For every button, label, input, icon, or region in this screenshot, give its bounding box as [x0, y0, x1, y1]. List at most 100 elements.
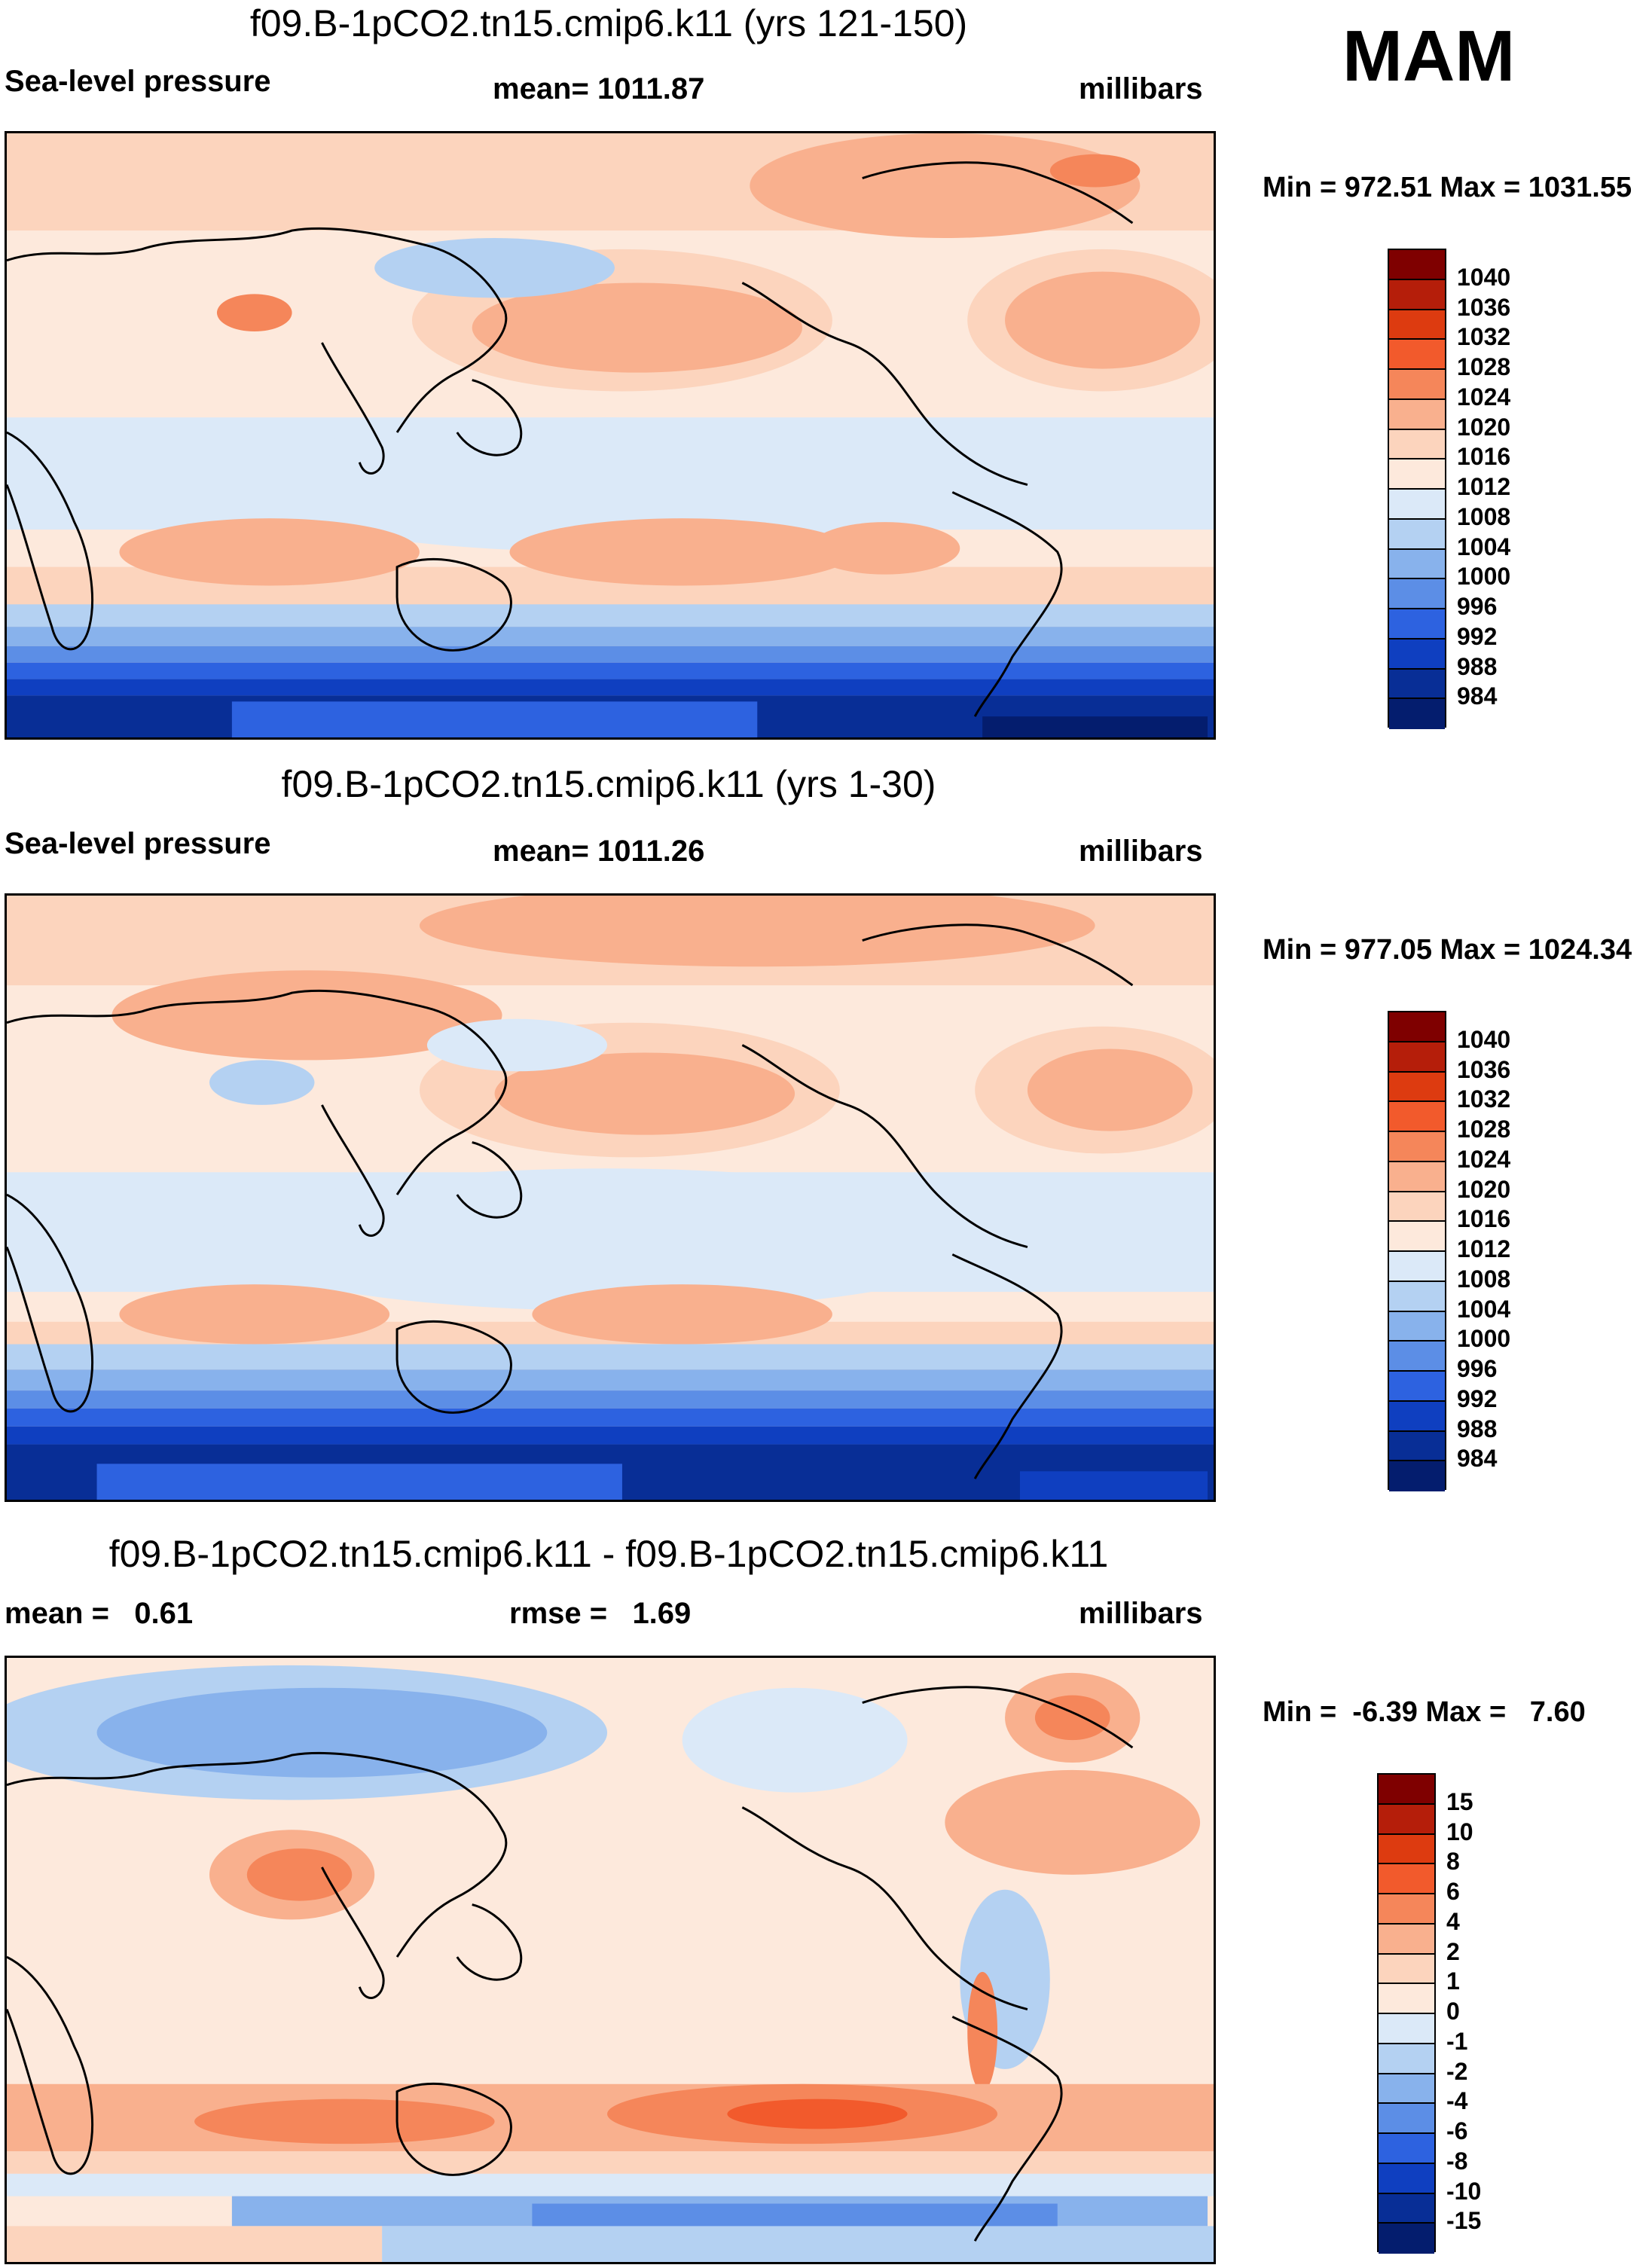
colorbar-tick-label: 1040: [1457, 1025, 1511, 1053]
colorbar-swatch: [1389, 699, 1445, 729]
colorbar-swatch: [1389, 1372, 1445, 1402]
colorbar-tick-label: 1024: [1457, 1145, 1511, 1173]
colorbar-swatch: [1389, 459, 1445, 490]
colorbar-tick-label: -6: [1446, 2117, 1468, 2144]
colorbar-swatch: [1389, 1042, 1445, 1073]
colorbar-swatch: [1379, 2044, 1434, 2074]
panel-2-colorbar-swatches: [1389, 1012, 1445, 1491]
colorbar-swatch: [1379, 1804, 1434, 1835]
colorbar-swatch: [1389, 1132, 1445, 1162]
colorbar-swatch: [1389, 1281, 1445, 1312]
colorbar-tick-label: 1016: [1457, 1205, 1511, 1233]
colorbar-swatch: [1389, 1192, 1445, 1223]
colorbar-tick-label: 8: [1446, 1848, 1460, 1876]
colorbar-swatch: [1379, 1864, 1434, 1894]
colorbar-swatch: [1379, 2134, 1434, 2164]
colorbar-tick-label: 1012: [1457, 473, 1511, 500]
panel-1-units-label: millibars: [1079, 72, 1203, 105]
colorbar-swatch: [1379, 2163, 1434, 2194]
colorbar-tick-label: 996: [1457, 593, 1498, 620]
colorbar-tick-label: -4: [1446, 2087, 1468, 2115]
colorbar-tick-label: 992: [1457, 1384, 1498, 1412]
colorbar-tick-label: 1008: [1457, 502, 1511, 530]
colorbar-swatch: [1389, 1401, 1445, 1432]
colorbar-swatch: [1389, 250, 1445, 280]
panel-2-units-label: millibars: [1079, 835, 1203, 868]
colorbar-swatch: [1389, 310, 1445, 340]
colorbar-tick-label: 0: [1446, 1998, 1460, 2025]
panel-3-units-label: millibars: [1079, 1597, 1203, 1630]
colorbar-tick-label: 1024: [1457, 383, 1511, 411]
colorbar-tick-label: 1004: [1457, 533, 1511, 560]
panel-1-minmax: Min = 972.51 Max = 1031.55: [1263, 172, 1632, 203]
colorbar-swatch: [1379, 2193, 1434, 2224]
colorbar-tick-label: 1008: [1457, 1265, 1511, 1293]
colorbar-tick-label: 988: [1457, 1415, 1498, 1442]
panel-2-variable-label: Sea-level pressure: [5, 827, 271, 860]
panel-2-map: [5, 893, 1216, 1502]
colorbar-swatch: [1389, 1461, 1445, 1491]
colorbar-swatch: [1389, 490, 1445, 520]
panel-3-mean-label: mean = 0.61: [5, 1597, 194, 1630]
panel-3-colorbar-swatches: [1379, 1775, 1434, 2254]
colorbar-swatch: [1389, 609, 1445, 639]
colorbar-swatch: [1389, 669, 1445, 700]
colorbar-tick-label: 1016: [1457, 443, 1511, 471]
colorbar-tick-label: 4: [1446, 1907, 1460, 1935]
colorbar-tick-label: 10: [1446, 1818, 1473, 1845]
colorbar-swatch: [1389, 1222, 1445, 1252]
colorbar-tick-label: 1020: [1457, 413, 1511, 441]
colorbar-tick-label: 1032: [1457, 323, 1511, 351]
colorbar-tick-label: 1020: [1457, 1175, 1511, 1203]
colorbar-swatch: [1379, 1834, 1434, 1865]
panel-3-rmse-label: rmse = 1.69: [509, 1597, 692, 1630]
colorbar-swatch: [1389, 1431, 1445, 1462]
panel-3-map: [5, 1656, 1216, 2264]
colorbar-swatch: [1389, 1102, 1445, 1132]
panel-1-title: f09.B-1pCO2.tn15.cmip6.k11 (yrs 121-150): [249, 2, 968, 44]
colorbar-swatch: [1379, 1924, 1434, 1955]
panel-1-colorbar-swatches: [1389, 250, 1445, 729]
colorbar-tick-label: -2: [1446, 2057, 1468, 2085]
panel-1-colorbar: [1388, 249, 1446, 729]
colorbar-tick-label: 984: [1457, 682, 1498, 710]
colorbar-swatch: [1389, 549, 1445, 580]
colorbar-tick-label: 6: [1446, 1878, 1460, 1905]
colorbar-swatch: [1389, 1072, 1445, 1103]
colorbar-tick-label: 1004: [1457, 1295, 1511, 1323]
season-label: MAM: [1342, 16, 1516, 96]
panel-1-map: [5, 131, 1216, 740]
colorbar-tick-label: 988: [1457, 652, 1498, 680]
colorbar-swatch: [1379, 2104, 1434, 2134]
panel-2-contour-field: [7, 896, 1214, 1500]
colorbar-tick-label: 1028: [1457, 353, 1511, 380]
colorbar-tick-label: 996: [1457, 1355, 1498, 1382]
colorbar-swatch: [1379, 1894, 1434, 1925]
colorbar-tick-label: 2: [1446, 1937, 1460, 1965]
colorbar-swatch: [1379, 2224, 1434, 2254]
colorbar-tick-label: 984: [1457, 1445, 1498, 1473]
colorbar-tick-label: 1036: [1457, 1055, 1511, 1083]
colorbar-swatch: [1389, 1252, 1445, 1282]
panel-1-variable-label: Sea-level pressure: [5, 65, 271, 98]
panel-3-colorbar: [1377, 1773, 1436, 2254]
panel-1-contour-field: [7, 133, 1214, 737]
colorbar-tick-label: 1000: [1457, 1325, 1511, 1353]
panel-2-mean-label: mean= 1011.26: [493, 835, 705, 868]
colorbar-tick-label: 1028: [1457, 1116, 1511, 1143]
colorbar-swatch: [1389, 1012, 1445, 1042]
colorbar-swatch: [1389, 1161, 1445, 1192]
colorbar-tick-label: 1012: [1457, 1235, 1511, 1262]
colorbar-swatch: [1379, 2014, 1434, 2044]
colorbar-swatch: [1379, 1954, 1434, 1985]
colorbar-tick-label: -15: [1446, 2207, 1482, 2235]
colorbar-tick-label: 1032: [1457, 1085, 1511, 1113]
colorbar-tick-label: 1: [1446, 1967, 1460, 1995]
colorbar-swatch: [1389, 399, 1445, 430]
panel-3-minmax: Min = -6.39 Max = 7.60: [1263, 1696, 1586, 1728]
colorbar-tick-label: 15: [1446, 1787, 1473, 1815]
colorbar-swatch: [1389, 579, 1445, 609]
colorbar-swatch: [1389, 370, 1445, 400]
panel-1-mean-label: mean= 1011.87: [493, 72, 705, 105]
colorbar-swatch: [1389, 639, 1445, 670]
